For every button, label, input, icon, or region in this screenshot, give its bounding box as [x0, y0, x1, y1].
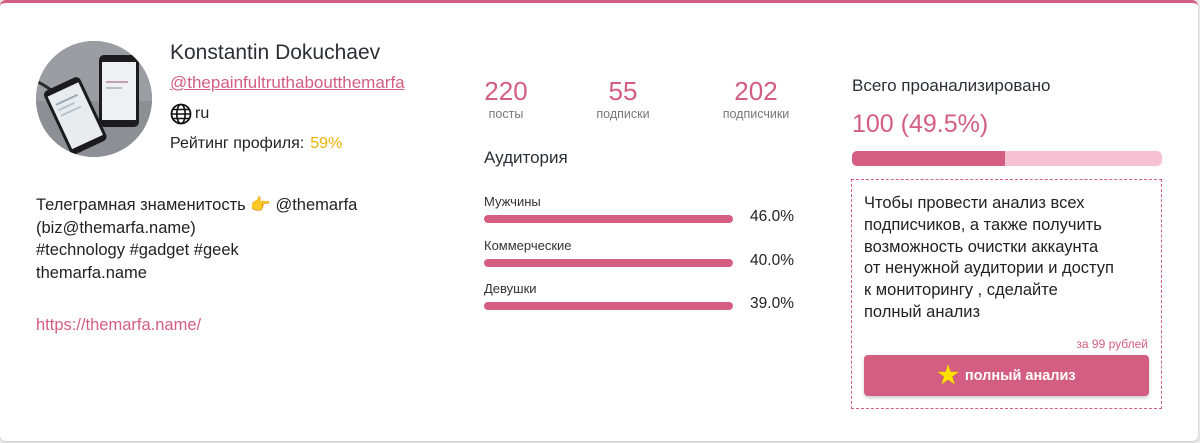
- rating-label: Рейтинг профиля:: [170, 135, 305, 152]
- profile-bio: Телеграмная знаменитость 👉 @themarfa (bi…: [36, 194, 426, 284]
- stat-posts-label: посты: [488, 107, 524, 121]
- stat-following-value: 55: [608, 76, 638, 106]
- stat-followers-value: 202: [734, 76, 778, 106]
- audience-title: Аудитория: [484, 148, 568, 167]
- profile-handle-link[interactable]: @thepainfultruthaboutthemarfa: [170, 73, 405, 92]
- star-icon: ★: [937, 361, 959, 389]
- stat-posts-value: 220: [484, 76, 528, 106]
- promo-line: подписчиков, а также получить: [864, 215, 1102, 234]
- audience-bar: [484, 215, 733, 223]
- full-analysis-button-label: полный анализ: [964, 367, 1076, 384]
- audience-percent: 46.0%: [750, 208, 794, 225]
- audience-bar-fill: [484, 302, 733, 310]
- audience-row-women: Девушки 39.0%: [484, 281, 796, 312]
- analyzed-value: 100 (49.5%): [852, 110, 989, 138]
- promo-line: от ненужной аудитории и доступ: [864, 259, 1114, 278]
- promo-line: Чтобы провести анализ всех: [864, 194, 1085, 212]
- profile-rating: Рейтинг профиля: 59%: [170, 135, 342, 153]
- rating-value: 59%: [310, 135, 343, 152]
- audience-label: Коммерческие: [484, 238, 572, 253]
- audience-bar-fill: [484, 215, 733, 223]
- audience-label: Мужчины: [484, 194, 541, 209]
- promo-line: полный анализ: [864, 302, 981, 321]
- language-code: ru: [195, 105, 210, 122]
- globe-icon: [170, 103, 192, 125]
- analyzed-title: Всего проанализировано: [852, 76, 1051, 95]
- audience-bar: [484, 259, 733, 267]
- profile-language: ru: [170, 103, 209, 125]
- bio-line: (biz@themarfa.name): [36, 218, 196, 237]
- analyzed-progress-fill: [852, 151, 1006, 166]
- profile-name: Konstantin Dokuchaev: [170, 41, 381, 64]
- bio-line: themarfa.name: [36, 263, 147, 282]
- profile-website-link[interactable]: https://themarfa.name/: [36, 316, 202, 334]
- full-analysis-promo: Чтобы провести анализ всех подписчиков, …: [851, 179, 1162, 409]
- audience-row-men: Мужчины 46.0%: [484, 194, 796, 225]
- avatar: [36, 41, 152, 157]
- promo-text: Чтобы провести анализ всех подписчиков, …: [864, 193, 1156, 324]
- audience-row-commercial: Коммерческие 40.0%: [484, 238, 796, 269]
- audience-percent: 39.0%: [750, 295, 794, 312]
- stat-followers-label: подписчики: [722, 107, 790, 121]
- analyzed-progress-bar: [852, 151, 1162, 166]
- promo-line: к мониторингу , сделайте: [864, 281, 1058, 300]
- price-label: за 99 рублей: [1076, 337, 1148, 351]
- stat-posts: 220 посты: [476, 76, 536, 121]
- audience-label: Девушки: [484, 281, 537, 296]
- stat-followers: 202 подписчики: [712, 76, 800, 121]
- bio-line: Телеграмная знаменитость 👉 @themarfa: [36, 196, 358, 214]
- audience-bar: [484, 302, 733, 310]
- stat-following-label: подписки: [596, 107, 650, 121]
- bio-line: #technology #gadget #geek: [36, 241, 239, 259]
- full-analysis-button[interactable]: ★ полный анализ: [864, 355, 1149, 396]
- audience-bar-fill: [484, 259, 733, 267]
- promo-line: возможность очистки аккаунта: [864, 237, 1099, 256]
- audience-percent: 40.0%: [750, 252, 794, 269]
- stat-following: 55 подписки: [583, 76, 663, 121]
